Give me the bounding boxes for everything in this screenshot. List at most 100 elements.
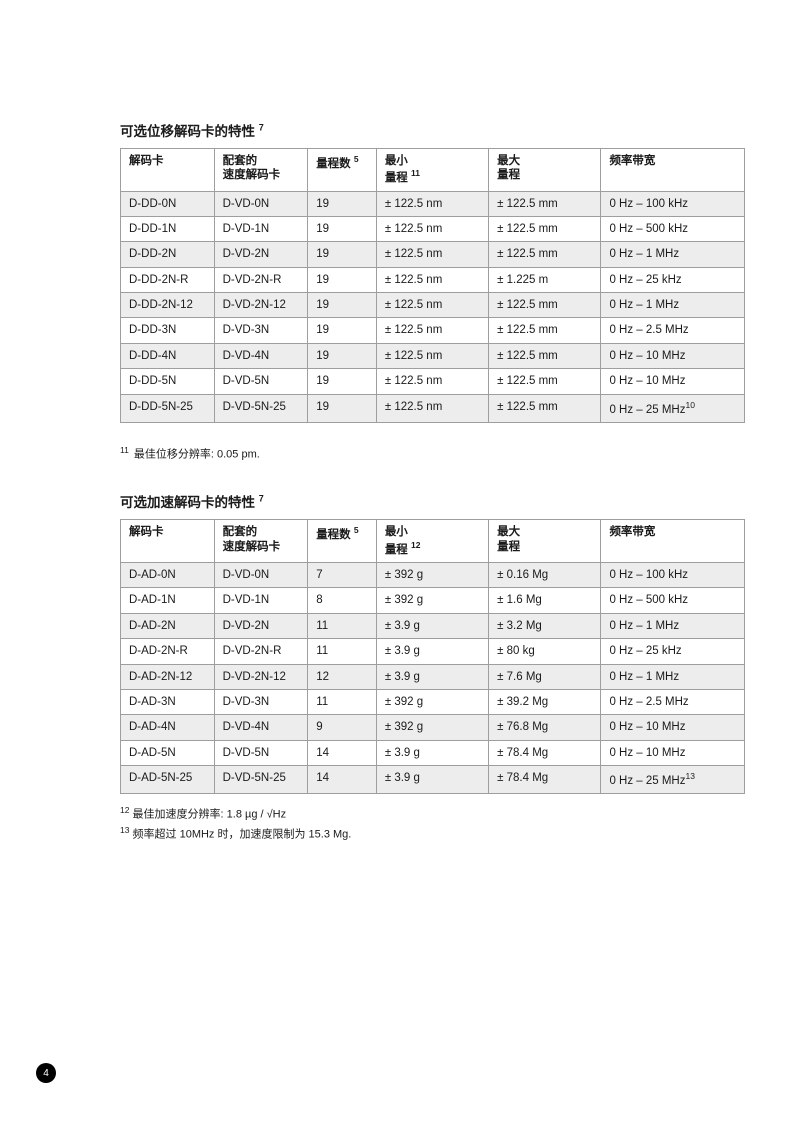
table-cell: ± 39.2 Mg [489,689,601,714]
section1-note-text: 最佳位移分辨率: 0.05 pm. [134,448,260,460]
column-header-label: 解码卡 [129,155,164,167]
document-page: 可选位移解码卡的特性 7 解码卡配套的速度解码卡量程数 5最小量程 11最大量程… [0,0,793,1121]
table-row: D-DD-1ND-VD-1N19± 122.5 nm± 122.5 mm0 Hz… [121,216,745,241]
table-cell: 0 Hz – 1 MHz [601,242,745,267]
page-number: 4 [43,1068,49,1079]
table-cell: ± 7.6 Mg [489,664,601,689]
column-header: 量程数 5 [308,149,377,192]
column-header-line1: 最小 [385,526,408,538]
table-cell: ± 76.8 Mg [489,715,601,740]
table-cell: D-VD-1N [214,588,308,613]
footnote-line: 12 最佳加速度分辨率: 1.8 µg / √Hz [120,804,745,824]
table-row: D-DD-3ND-VD-3N19± 122.5 nm± 122.5 mm0 Hz… [121,318,745,343]
table-cell: D-VD-0N [214,563,308,588]
column-header-label: 频率带宽 [609,526,655,538]
footnote-line: 13 频率超过 10MHz 时，加速度限制为 15.3 Mg. [120,824,745,844]
table-cell: ± 122.5 nm [376,394,488,422]
table-cell: ± 3.9 g [376,613,488,638]
table-cell: ± 3.9 g [376,664,488,689]
column-header-label: 量程数 [316,158,351,170]
section1-title-text: 可选位移解码卡的特性 [120,124,255,139]
table-cell: ± 122.5 nm [376,293,488,318]
table-cell: 0 Hz – 25 kHz [601,267,745,292]
table-row: D-AD-0ND-VD-0N7± 392 g± 0.16 Mg0 Hz – 10… [121,563,745,588]
table-cell: 0 Hz – 1 MHz [601,664,745,689]
table-row: D-AD-5N-25D-VD-5N-2514± 3.9 g± 78.4 Mg0 … [121,766,745,794]
table-cell: D-VD-4N [214,343,308,368]
table-cell: ± 392 g [376,563,488,588]
table-cell: 19 [308,242,377,267]
table-cell: D-VD-2N [214,242,308,267]
table-cell: 19 [308,216,377,241]
table-cell: ± 392 g [376,689,488,714]
footnote-sup: 13 [120,825,129,835]
table-cell: D-DD-2N-R [121,267,215,292]
table-row: D-AD-2N-RD-VD-2N-R11± 3.9 g± 80 kg0 Hz –… [121,639,745,664]
table-cell: 11 [308,639,377,664]
table-acceleration: 解码卡配套的速度解码卡量程数 5最小量程 12最大量程频率带宽 D-AD-0ND… [120,519,745,794]
column-header-sup: 5 [354,525,359,535]
table-cell: 0 Hz – 2.5 MHz [601,689,745,714]
section1-title: 可选位移解码卡的特性 7 [120,120,745,140]
table-cell: D-AD-2N [121,613,215,638]
table-cell: ± 392 g [376,715,488,740]
table-cell: ± 122.5 nm [376,191,488,216]
table-cell: D-VD-5N [214,369,308,394]
table-cell: 14 [308,740,377,765]
section1-note-sup: 11 [120,445,129,455]
table-row: D-AD-2N-12D-VD-2N-1212± 3.9 g± 7.6 Mg0 H… [121,664,745,689]
column-header-sup: 12 [411,540,420,550]
table-cell: D-VD-3N [214,689,308,714]
table-cell: 19 [308,191,377,216]
table-row: D-AD-4ND-VD-4N9± 392 g± 76.8 Mg0 Hz – 10… [121,715,745,740]
column-header: 解码卡 [121,149,215,192]
table-row: D-DD-5N-25D-VD-5N-2519± 122.5 nm± 122.5 … [121,394,745,422]
table-cell: D-VD-4N [214,715,308,740]
table-row: D-DD-2N-RD-VD-2N-R19± 122.5 nm± 1.225 m0… [121,267,745,292]
table-cell: 0 Hz – 500 kHz [601,216,745,241]
table-cell: ± 122.5 nm [376,318,488,343]
table-cell: D-VD-5N-25 [214,394,308,422]
table-cell: 11 [308,613,377,638]
table-cell: ± 122.5 mm [489,191,601,216]
column-header: 最大量程 [489,520,601,563]
table-cell: 0 Hz – 25 MHz10 [601,394,745,422]
table-cell: D-AD-0N [121,563,215,588]
table2-body: D-AD-0ND-VD-0N7± 392 g± 0.16 Mg0 Hz – 10… [121,563,745,794]
table-cell: 11 [308,689,377,714]
column-header-line2: 量程 [497,169,520,181]
column-header-line2: 量程 [385,544,408,556]
page-number-badge: 4 [36,1063,56,1083]
table-cell: 14 [308,766,377,794]
table-cell: ± 122.5 mm [489,343,601,368]
column-header-line1: 最小 [385,155,408,167]
footnote-sup: 12 [120,805,129,815]
section1-title-sup: 7 [259,123,264,133]
table-cell: ± 78.4 Mg [489,740,601,765]
table-cell: ± 122.5 nm [376,216,488,241]
section2-title-text: 可选加速解码卡的特性 [120,495,255,510]
table-cell: 0 Hz – 2.5 MHz [601,318,745,343]
table-cell: D-VD-2N-R [214,267,308,292]
table2-head: 解码卡配套的速度解码卡量程数 5最小量程 12最大量程频率带宽 [121,520,745,563]
section2-footnotes: 12 最佳加速度分辨率: 1.8 µg / √Hz13 频率超过 10MHz 时… [120,804,745,845]
footnote-text: 频率超过 10MHz 时，加速度限制为 15.3 Mg. [133,829,352,841]
table-cell: D-AD-2N-12 [121,664,215,689]
table-row: D-DD-4ND-VD-4N19± 122.5 nm± 122.5 mm0 Hz… [121,343,745,368]
table-cell: D-VD-2N-12 [214,664,308,689]
table-cell: D-DD-3N [121,318,215,343]
column-header: 最大量程 [489,149,601,192]
column-header-line2: 速度解码卡 [223,541,281,553]
table-cell: 0 Hz – 500 kHz [601,588,745,613]
table-cell: D-VD-2N-R [214,639,308,664]
table-cell: 19 [308,369,377,394]
table-cell: ± 122.5 nm [376,242,488,267]
table-cell: ± 1.225 m [489,267,601,292]
table1-head: 解码卡配套的速度解码卡量程数 5最小量程 11最大量程频率带宽 [121,149,745,192]
table-cell: D-AD-5N-25 [121,766,215,794]
table-cell: D-VD-2N-12 [214,293,308,318]
table-cell: ± 122.5 mm [489,216,601,241]
table-row: D-AD-3ND-VD-3N11± 392 g± 39.2 Mg0 Hz – 2… [121,689,745,714]
table-cell: 19 [308,293,377,318]
table-cell: D-AD-4N [121,715,215,740]
